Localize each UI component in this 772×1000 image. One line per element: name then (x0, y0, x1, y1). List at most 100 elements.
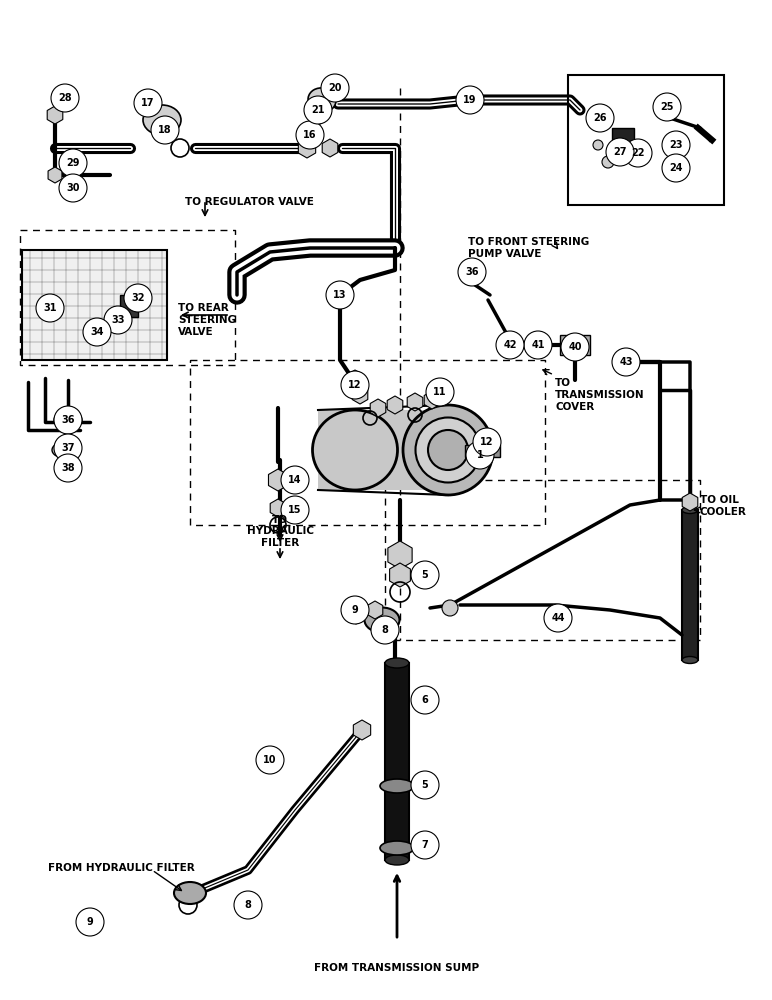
Circle shape (90, 325, 104, 339)
Polygon shape (459, 90, 476, 110)
Circle shape (36, 294, 64, 322)
Text: 20: 20 (328, 83, 342, 93)
Text: 17: 17 (141, 98, 154, 108)
Ellipse shape (174, 882, 206, 904)
Circle shape (281, 466, 309, 494)
Text: 38: 38 (61, 463, 75, 473)
Text: TO OIL
COOLER: TO OIL COOLER (700, 495, 747, 517)
Bar (22, 250, 167, 360)
Text: FROM HYDRAULIC FILTER: FROM HYDRAULIC FILTER (48, 863, 195, 873)
Bar (568, 75, 724, 205)
Text: 26: 26 (593, 113, 607, 123)
Text: 7: 7 (422, 840, 428, 850)
Bar (682, 510, 698, 660)
Polygon shape (367, 601, 383, 619)
Circle shape (473, 428, 501, 456)
Circle shape (105, 315, 119, 329)
Circle shape (442, 600, 458, 616)
Circle shape (321, 74, 349, 102)
Circle shape (371, 616, 399, 644)
Ellipse shape (385, 658, 409, 668)
Text: 23: 23 (669, 140, 682, 150)
Circle shape (411, 771, 439, 799)
Circle shape (458, 258, 486, 286)
Polygon shape (529, 336, 545, 354)
Text: 28: 28 (58, 93, 72, 103)
Text: 43: 43 (619, 357, 633, 367)
Polygon shape (348, 606, 364, 624)
Text: TO FRONT STEERING
PUMP VALVE: TO FRONT STEERING PUMP VALVE (468, 237, 589, 259)
Text: 37: 37 (61, 443, 75, 453)
Polygon shape (354, 720, 371, 740)
Text: 5: 5 (422, 780, 428, 790)
Text: 22: 22 (631, 148, 645, 158)
Text: 12: 12 (480, 437, 494, 447)
Circle shape (104, 306, 132, 334)
Circle shape (54, 406, 82, 434)
Bar (560, 335, 590, 355)
Polygon shape (407, 393, 423, 411)
Circle shape (59, 174, 87, 202)
Circle shape (612, 348, 640, 376)
Polygon shape (64, 153, 82, 173)
Circle shape (411, 561, 439, 589)
Polygon shape (371, 399, 386, 417)
Polygon shape (388, 396, 403, 414)
Text: 6: 6 (422, 695, 428, 705)
Circle shape (54, 434, 82, 462)
Polygon shape (331, 285, 349, 305)
Bar (318, 410, 448, 490)
Circle shape (411, 831, 439, 859)
Circle shape (662, 154, 690, 182)
Polygon shape (390, 563, 411, 587)
Polygon shape (503, 336, 518, 354)
Text: 18: 18 (158, 125, 172, 135)
Circle shape (341, 596, 369, 624)
Circle shape (524, 331, 552, 359)
Text: 9: 9 (351, 605, 358, 615)
Text: FROM TRANSMISSION SUMP: FROM TRANSMISSION SUMP (314, 963, 479, 973)
Bar (612, 128, 634, 156)
Polygon shape (618, 352, 635, 372)
Circle shape (426, 378, 454, 406)
Circle shape (466, 441, 494, 469)
Ellipse shape (403, 405, 493, 495)
Circle shape (256, 746, 284, 774)
Bar (465, 445, 500, 457)
Ellipse shape (364, 607, 399, 633)
Text: 10: 10 (263, 755, 276, 765)
Text: TO REGULATOR VALVE: TO REGULATOR VALVE (185, 197, 314, 207)
Ellipse shape (143, 105, 181, 135)
Bar (385, 663, 409, 860)
Circle shape (411, 686, 439, 714)
Polygon shape (347, 370, 364, 390)
Ellipse shape (385, 855, 409, 865)
Text: TO
HYDRAULIC
FILTER: TO HYDRAULIC FILTER (246, 515, 313, 548)
Text: 27: 27 (613, 147, 627, 157)
Circle shape (624, 139, 652, 167)
Ellipse shape (54, 411, 82, 429)
Text: 32: 32 (131, 293, 145, 303)
Text: 19: 19 (463, 95, 477, 105)
Text: 42: 42 (503, 340, 516, 350)
Text: 13: 13 (334, 290, 347, 300)
Circle shape (151, 116, 179, 144)
Text: 34: 34 (90, 327, 103, 337)
Text: 31: 31 (43, 303, 57, 313)
Ellipse shape (380, 841, 414, 855)
Circle shape (561, 333, 589, 361)
Circle shape (54, 454, 82, 482)
Circle shape (234, 891, 262, 919)
Polygon shape (388, 541, 412, 569)
Circle shape (134, 89, 162, 117)
Text: 5: 5 (422, 570, 428, 580)
Circle shape (83, 318, 111, 346)
Text: 8: 8 (245, 900, 252, 910)
Circle shape (662, 131, 690, 159)
Text: TO REAR
STEERING
VALVE: TO REAR STEERING VALVE (178, 303, 236, 337)
Ellipse shape (313, 410, 398, 490)
Text: 33: 33 (111, 315, 125, 325)
Text: 9: 9 (86, 917, 93, 927)
Ellipse shape (52, 442, 78, 458)
Polygon shape (424, 391, 440, 409)
